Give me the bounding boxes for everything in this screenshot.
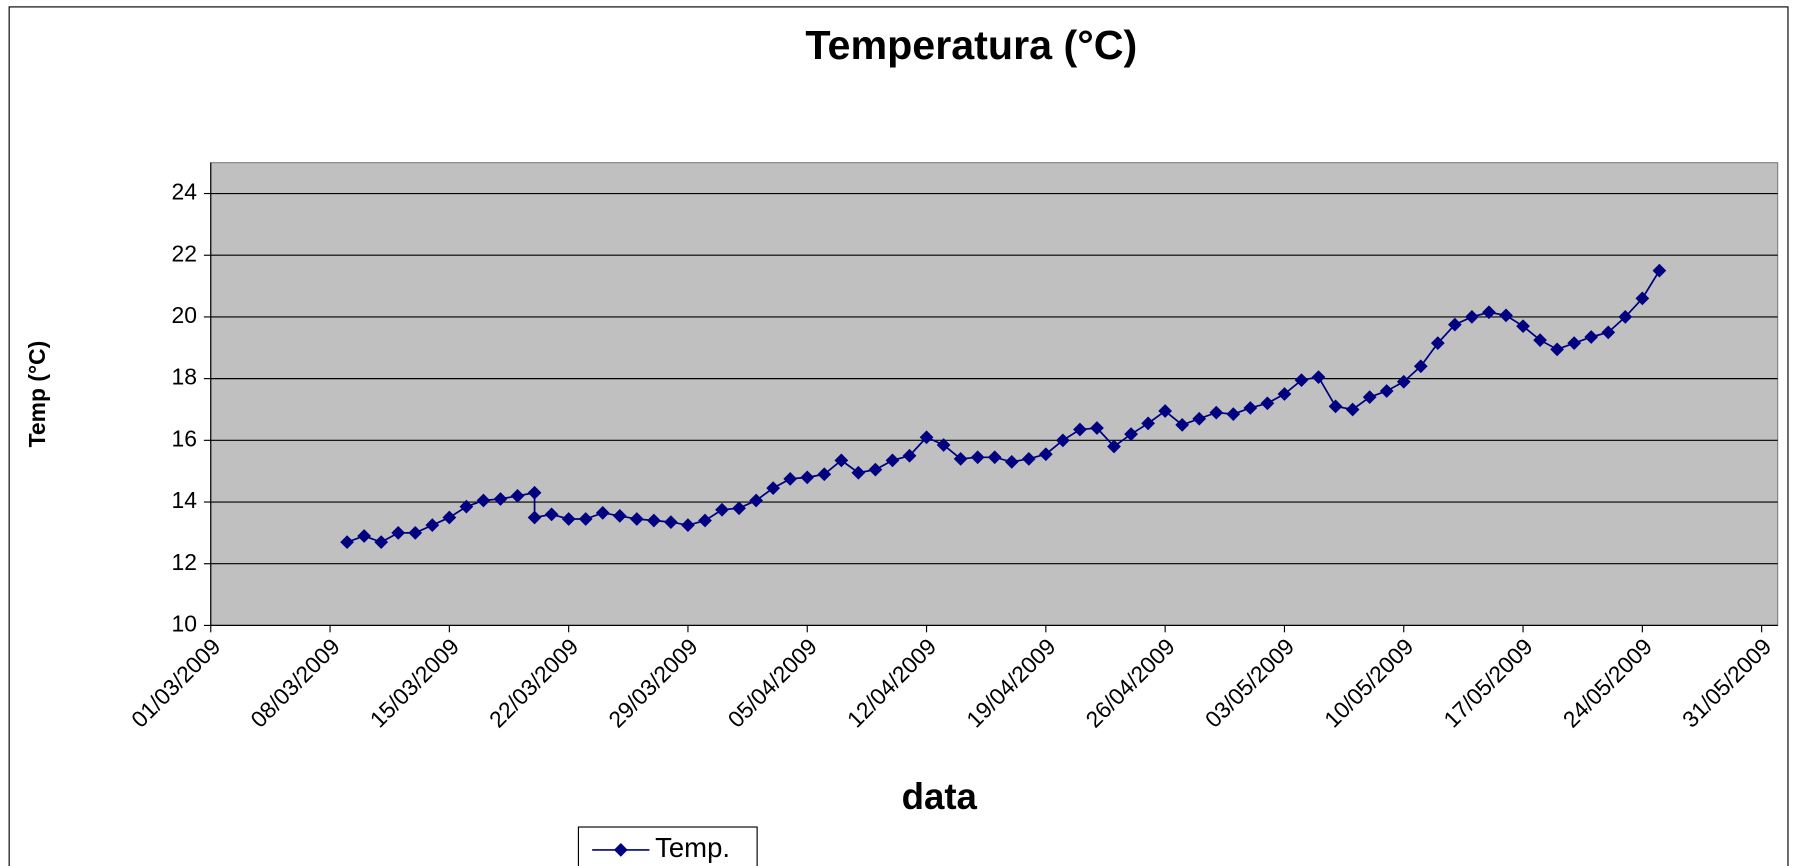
data-point (902, 448, 917, 463)
y-tick-label: 18 (172, 364, 197, 390)
data-point (1465, 310, 1479, 324)
data-point (1447, 317, 1462, 332)
data-point (646, 513, 661, 528)
data-point (800, 470, 815, 485)
data-point (698, 513, 712, 528)
y-tick-label: 22 (172, 240, 197, 266)
y-axis-title: Temp (°C) (24, 341, 50, 448)
data-point (1073, 422, 1087, 437)
data-point (425, 518, 440, 533)
data-point (1516, 319, 1530, 334)
data-point (885, 453, 900, 468)
data-point (1311, 370, 1326, 384)
chart-title: Temperatura (°C) (805, 22, 1137, 68)
y-tick-label: 20 (172, 302, 197, 328)
data-point (1090, 421, 1104, 435)
data-point (919, 430, 934, 445)
plot-area (210, 162, 1779, 627)
legend-label: Temp. (655, 832, 730, 863)
data-point (1652, 263, 1667, 278)
data-point (1226, 407, 1241, 421)
data-point (1021, 451, 1036, 466)
data-point (1362, 390, 1377, 405)
data-point (1499, 308, 1513, 323)
data-point (1158, 404, 1173, 418)
y-tick-label: 10 (172, 610, 197, 636)
data-point (681, 518, 695, 533)
y-tick-label: 14 (172, 487, 198, 513)
data-point (1004, 455, 1019, 469)
data-point (1277, 387, 1292, 401)
y-tick-label: 16 (172, 425, 197, 451)
data-point (527, 510, 542, 525)
data-point (715, 502, 729, 517)
data-point (1107, 439, 1121, 454)
data-point (987, 450, 1002, 465)
data-point (1601, 325, 1616, 340)
data-point (527, 485, 542, 500)
data-point (834, 453, 849, 468)
data-point (442, 510, 457, 525)
data-point (970, 450, 985, 465)
y-tick-label: 24 (172, 179, 198, 205)
data-point (732, 501, 746, 516)
legend-box (577, 826, 758, 866)
data-point (851, 465, 866, 480)
data-point (493, 492, 508, 506)
data-point (1379, 384, 1394, 398)
data-point (476, 493, 491, 508)
data-point (1294, 373, 1309, 388)
data-point (953, 451, 968, 466)
data-point (459, 499, 474, 514)
data-point (510, 488, 525, 503)
y-tick-label: 12 (172, 549, 197, 575)
data-point (1243, 401, 1258, 415)
data-point (1141, 416, 1155, 431)
data-point (817, 467, 832, 482)
x-axis-title: data (902, 776, 978, 817)
data-point (664, 515, 678, 529)
legend: Temp. (577, 826, 758, 866)
legend-marker (613, 843, 628, 857)
